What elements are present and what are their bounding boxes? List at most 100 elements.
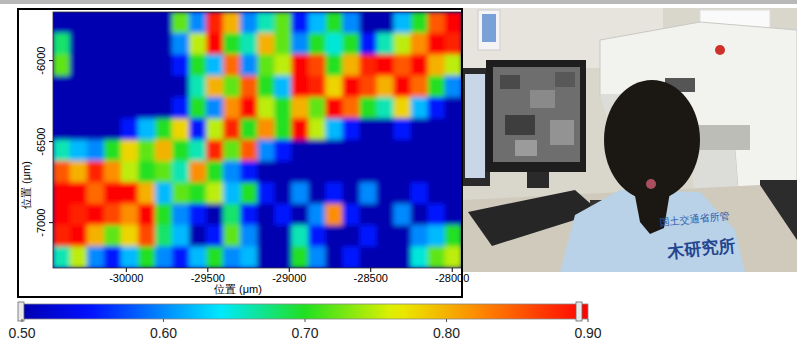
heatmap-cell (359, 12, 377, 34)
heatmap-cell (376, 140, 394, 162)
heatmap-cell (342, 246, 360, 268)
heatmap-cell (104, 246, 122, 268)
heatmap-cell (445, 161, 462, 183)
heatmap-cell (445, 118, 462, 140)
heatmap-cell (257, 118, 275, 140)
heatmap-cell (155, 97, 173, 119)
heatmap-cell (257, 204, 275, 226)
heatmap-cell (121, 97, 139, 119)
heatmap-cell (155, 161, 173, 183)
heatmap-cell (359, 54, 377, 76)
heatmap-cell (87, 182, 105, 204)
heatmap-cell (138, 97, 156, 119)
heatmap-cell (308, 118, 326, 140)
heatmap-cell (291, 246, 309, 268)
heatmap-cell (172, 76, 190, 98)
heatmap-cell (138, 140, 156, 162)
colorbar-tick (22, 319, 23, 322)
heatmap-cell (240, 76, 258, 98)
heatmap-cell (308, 161, 326, 183)
heatmap-cell (291, 97, 309, 119)
heatmap-cell (291, 54, 309, 76)
photo: 国土交通省所管木研究所 (463, 8, 797, 272)
heatmap-cell (138, 204, 156, 226)
y-tick-label: -7000 (35, 209, 47, 237)
heatmap-cell (87, 161, 105, 183)
heatmap-cell (291, 140, 309, 162)
heatmap-cell (359, 204, 377, 226)
heatmap-cell (172, 54, 190, 76)
heatmap-cell (291, 204, 309, 226)
heatmap-cell (376, 246, 394, 268)
heatmap-cell (53, 246, 70, 268)
colorbar-tick (305, 319, 306, 322)
heatmap-cell (325, 246, 343, 268)
heatmap-cell (223, 246, 241, 268)
photo-desk (463, 185, 797, 272)
heatmap-cell (325, 118, 343, 140)
heatmap-cell (206, 97, 224, 119)
heatmap-cell (70, 12, 88, 34)
heatmap-cell (70, 97, 88, 119)
heatmap-cell (172, 225, 190, 247)
heatmap-cell (359, 118, 377, 140)
heatmap-cell (325, 140, 343, 162)
heatmap-cell (223, 33, 241, 55)
heatmap-cell (394, 118, 412, 140)
heatmap-cell (53, 54, 70, 76)
x-tick-label: -28500 (354, 272, 388, 284)
heatmap-cell (274, 182, 292, 204)
heatmap-cell (257, 246, 275, 268)
heatmap-cell (274, 33, 292, 55)
heatmap-cell (428, 76, 446, 98)
heatmap-cell (376, 76, 394, 98)
heatmap-cell (104, 54, 122, 76)
colorbar-tick-label: 0.60 (150, 325, 177, 341)
heatmap-cell (138, 12, 156, 34)
heatmap-cell (428, 118, 446, 140)
heatmap-cell (189, 33, 207, 55)
heatmap-cell (240, 33, 258, 55)
colorbar-tick-label: 0.50 (8, 325, 35, 341)
heatmap-cell (87, 12, 105, 34)
heatmap-cell (342, 33, 360, 55)
heatmap-cell (155, 76, 173, 98)
heatmap-cell (257, 182, 275, 204)
heatmap-cell (411, 118, 429, 140)
heatmap-cell (359, 246, 377, 268)
heatmap-cell (342, 140, 360, 162)
heatmap-cell (274, 12, 292, 34)
heatmap-cell (428, 161, 446, 183)
heatmap-cell (376, 182, 394, 204)
heatmap-cell (240, 54, 258, 76)
y-tick (49, 60, 53, 61)
heatmap-cell (223, 161, 241, 183)
colorbar-tick-label: 0.90 (574, 325, 601, 341)
heatmap-cell (70, 204, 88, 226)
heatmap-cell (359, 161, 377, 183)
heatmap-cell (394, 182, 412, 204)
heatmap-cell (445, 246, 462, 268)
photo-poster (478, 10, 500, 50)
heatmap-cell (257, 97, 275, 119)
heatmap-cell (411, 204, 429, 226)
heatmap-cell (411, 76, 429, 98)
heatmap-cell (189, 118, 207, 140)
heatmap-cell (138, 225, 156, 247)
heatmap-cell (274, 54, 292, 76)
heatmap-cell (240, 97, 258, 119)
heatmap-cell (189, 204, 207, 226)
heatmap-cell (394, 161, 412, 183)
heatmap-cell (189, 225, 207, 247)
heatmap-cell (240, 161, 258, 183)
heatmap-cell (291, 225, 309, 247)
heatmap-cell (87, 97, 105, 119)
heatmap-cell (206, 182, 224, 204)
heatmap-cell (70, 246, 88, 268)
heatmap-cell (87, 54, 105, 76)
x-tick-label: -30000 (109, 272, 143, 284)
heatmap-cell (428, 204, 446, 226)
heatmap-cell (274, 76, 292, 98)
heatmap-cell (223, 182, 241, 204)
heatmap-cell (104, 161, 122, 183)
